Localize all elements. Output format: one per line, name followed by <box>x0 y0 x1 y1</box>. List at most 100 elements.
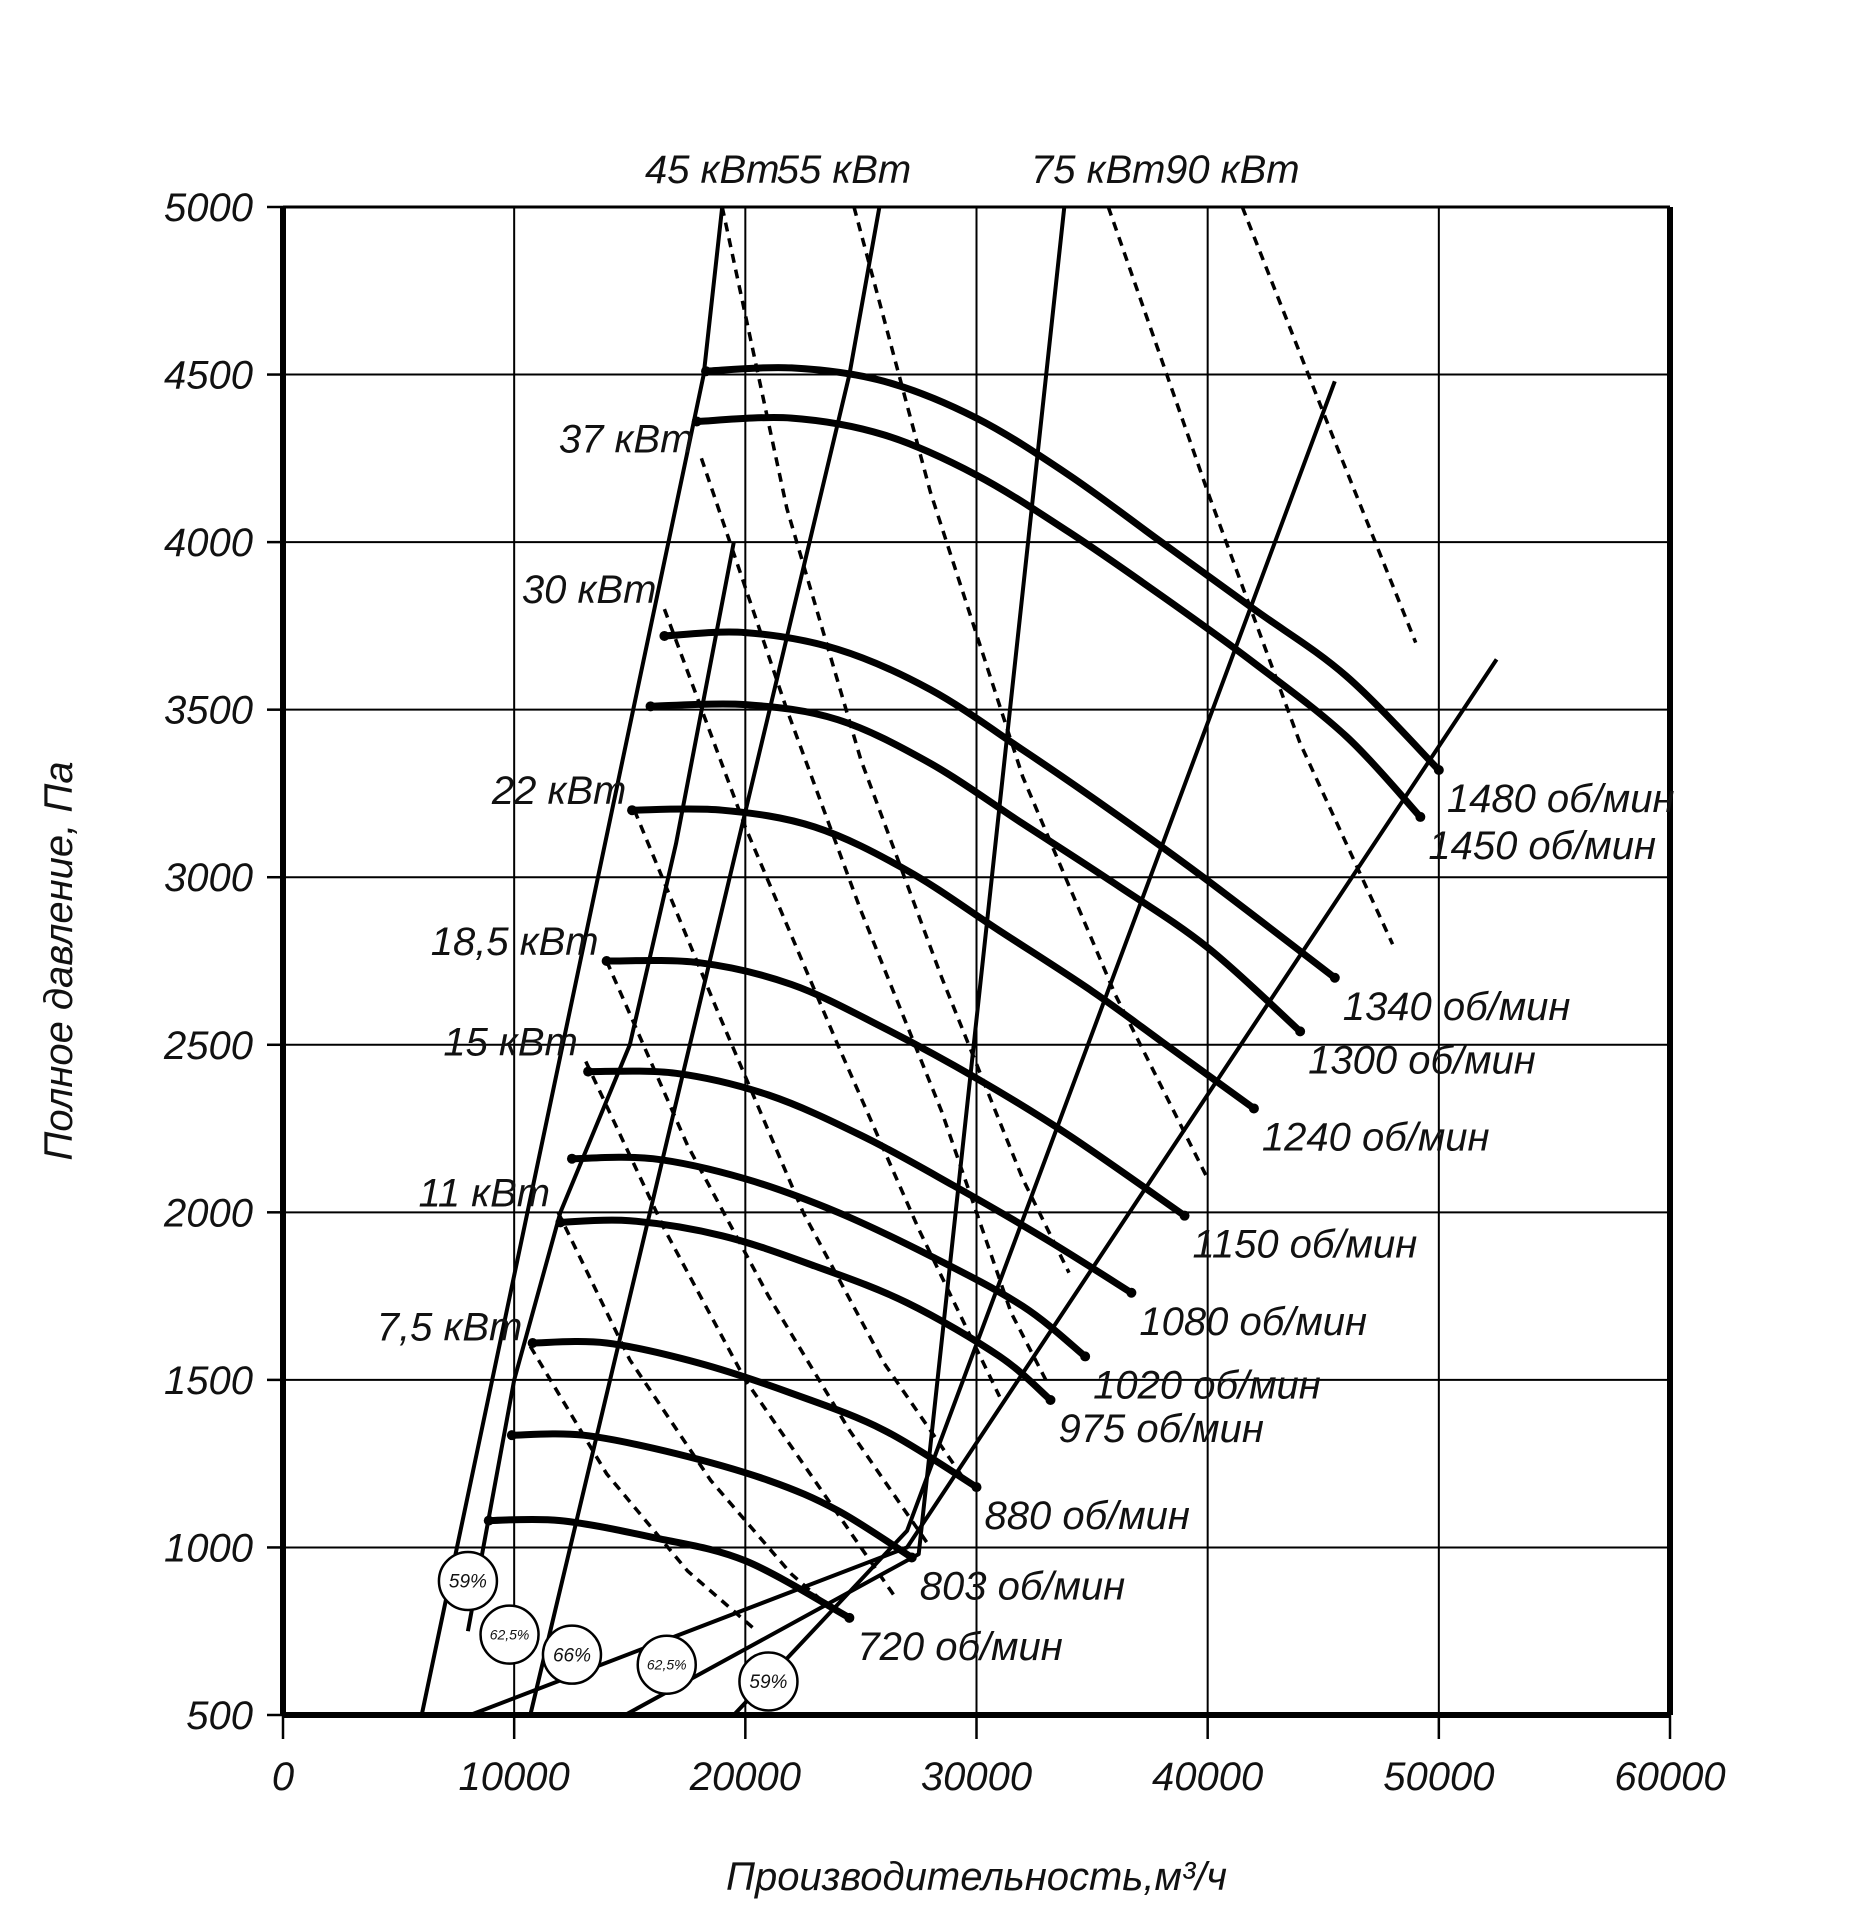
power-label-9: 11 кВт <box>419 1171 551 1215</box>
system-line-5 <box>465 541 736 1632</box>
speed-curves <box>483 364 1444 1623</box>
efficiency-marker-0 <box>437 1550 499 1612</box>
speed-label-4: 1240 об/мин <box>1262 1115 1490 1159</box>
efficiency-label-1: 62,5% <box>490 1626 530 1642</box>
speed-curve-end-dot-8 <box>1045 1394 1056 1405</box>
power-label-7: 18,5 кВт <box>431 920 599 964</box>
speed-label-9: 880 об/мин <box>985 1494 1190 1538</box>
x-tick-label-2: 20000 <box>689 1755 801 1799</box>
speed-curve-start-dot-2 <box>659 630 670 641</box>
y-tick-label-3: 2000 <box>163 1191 253 1235</box>
speed-label-10: 803 об/мин <box>920 1564 1125 1608</box>
speed-curve-end-dot-3 <box>1295 1026 1306 1037</box>
y-tick-label-9: 5000 <box>164 186 253 230</box>
speed-curve-start-dot-0 <box>701 366 712 377</box>
x-tick-label-1: 10000 <box>459 1755 570 1799</box>
speed-curve-10 <box>508 1430 916 1561</box>
speed-curve-1 <box>693 414 1424 821</box>
speed-curve-end-dot-7 <box>1080 1351 1091 1362</box>
y-tick-label-5: 3000 <box>164 856 253 900</box>
x-tick-label-4: 40000 <box>1152 1755 1263 1799</box>
x-tick-label-5: 50000 <box>1383 1755 1494 1799</box>
speed-curve-11 <box>485 1515 853 1622</box>
system-line-3 <box>624 206 1067 1717</box>
y-tick-label-1: 1000 <box>164 1526 253 1570</box>
speed-curve-end-dot-9 <box>971 1482 982 1493</box>
power-line-9 <box>556 1211 839 1616</box>
power-label-4: 37 кВт <box>559 417 694 461</box>
speed-curve-3 <box>647 700 1304 1035</box>
power-line-10 <box>528 1345 759 1633</box>
speed-curve-8 <box>556 1216 1054 1404</box>
speed-curve-start-dot-10 <box>506 1430 517 1441</box>
system-line-1 <box>469 658 1499 1717</box>
x-tick-label-6: 60000 <box>1614 1755 1725 1799</box>
speed-curve-end-dot-0 <box>1433 764 1444 775</box>
speed-curve-start-dot-4 <box>627 805 638 816</box>
y-tick-label-2: 1500 <box>164 1359 253 1403</box>
speed-curve-start-dot-3 <box>645 701 656 712</box>
speed-label-3: 1300 об/мин <box>1308 1038 1536 1082</box>
tick-labels: 0 10000 20000 30000 40000 50000 60000 500 1000 15… <box>163 186 1726 1799</box>
power-label-0: 45 кВт <box>645 148 780 192</box>
power-line-7 <box>604 960 932 1549</box>
efficiency-label-4: 59% <box>749 1672 787 1693</box>
power-label-5: 30 кВт <box>522 568 657 612</box>
speed-curve-start-dot-6 <box>583 1066 594 1077</box>
speed-label-6: 1080 об/мин <box>1139 1300 1367 1344</box>
y-tick-label-0: 500 <box>186 1694 253 1738</box>
power-line-2 <box>1106 206 1395 945</box>
power-line-5 <box>662 608 1002 1398</box>
x-tick-label-0: 0 <box>272 1755 294 1799</box>
x-tick-label-3: 30000 <box>921 1755 1032 1799</box>
x-axis-title: Производительность,м³/ч <box>726 1855 1227 1899</box>
speed-curve-7 <box>568 1153 1089 1360</box>
power-label-6: 22 кВт <box>491 769 627 813</box>
power-label-8: 15 кВт <box>443 1021 578 1065</box>
speed-label-11: 720 об/мин <box>857 1625 1062 1669</box>
speed-curve-end-dot-4 <box>1248 1103 1259 1114</box>
speed-label-8: 975 об/мин <box>1058 1407 1263 1451</box>
power-label-3: 90 кВт <box>1165 148 1300 192</box>
speed-curve-end-dot-10 <box>906 1552 917 1563</box>
speed-curve-5 <box>603 957 1189 1220</box>
speed-curve-4 <box>628 805 1258 1112</box>
power-label-1: 55 кВт <box>777 148 912 192</box>
speed-label-0: 1480 об/мин <box>1447 777 1675 821</box>
speed-label-7: 1020 об/мин <box>1093 1363 1321 1407</box>
speed-curve-2 <box>660 628 1339 982</box>
efficiency-markers: 59% 62,5% 66% 62,5% 59% <box>437 1550 799 1712</box>
speed-curve-start-dot-1 <box>691 416 702 427</box>
speed-curve-9 <box>529 1338 980 1491</box>
speed-label-2: 1340 об/мин <box>1343 985 1571 1029</box>
speed-curve-end-dot-1 <box>1415 811 1426 822</box>
power-label-2: 75 кВт <box>1031 148 1166 192</box>
speed-label-5: 1150 об/мин <box>1193 1223 1418 1267</box>
speed-curve-6 <box>584 1067 1135 1297</box>
speed-curve-end-dot-11 <box>844 1612 855 1623</box>
power-line-0 <box>720 206 1071 1274</box>
speed-label-1: 1450 об/мин <box>1428 824 1656 868</box>
speed-curve-start-dot-7 <box>566 1153 577 1164</box>
speed-curve-end-dot-2 <box>1329 972 1340 983</box>
power-label-10: 7,5 кВт <box>377 1305 523 1349</box>
y-tick-label-7: 4000 <box>164 521 253 565</box>
speed-curve-start-dot-8 <box>555 1217 566 1228</box>
efficiency-marker-2 <box>541 1624 603 1685</box>
efficiency-label-2: 66% <box>553 1645 591 1666</box>
speed-curve-start-dot-5 <box>601 956 612 966</box>
plot-frame <box>280 205 1673 1718</box>
speed-curve-0 <box>702 364 1443 774</box>
y-tick-label-6: 3500 <box>164 689 253 733</box>
y-tick-label-4: 2500 <box>163 1024 253 1068</box>
speed-curve-start-dot-9 <box>527 1338 538 1349</box>
efficiency-label-0: 59% <box>449 1572 487 1593</box>
efficiency-marker-3 <box>636 1634 697 1695</box>
system-line-4 <box>732 380 1337 1717</box>
power-line-1 <box>852 206 1210 1180</box>
y-tick-label-8: 4500 <box>164 354 253 398</box>
speed-curve-start-dot-11 <box>483 1515 494 1526</box>
efficiency-marker-4 <box>738 1651 799 1712</box>
